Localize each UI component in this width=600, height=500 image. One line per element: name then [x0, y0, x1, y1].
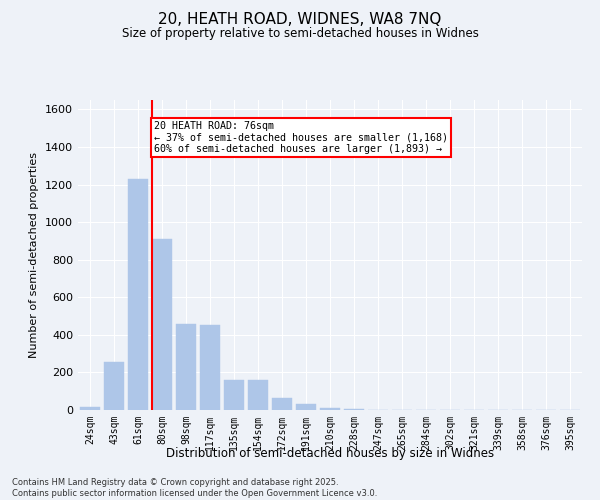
Bar: [176, 324, 196, 410]
Text: Size of property relative to semi-detached houses in Widnes: Size of property relative to semi-detach…: [122, 28, 478, 40]
Bar: [224, 380, 244, 410]
Bar: [296, 404, 316, 410]
Bar: [80, 407, 100, 410]
Bar: [248, 380, 268, 410]
Bar: [200, 324, 220, 410]
Text: Contains HM Land Registry data © Crown copyright and database right 2025.
Contai: Contains HM Land Registry data © Crown c…: [12, 478, 377, 498]
Bar: [272, 398, 292, 410]
Text: Distribution of semi-detached houses by size in Widnes: Distribution of semi-detached houses by …: [166, 448, 494, 460]
Text: 20, HEATH ROAD, WIDNES, WA8 7NQ: 20, HEATH ROAD, WIDNES, WA8 7NQ: [158, 12, 442, 28]
Text: 20 HEATH ROAD: 76sqm
← 37% of semi-detached houses are smaller (1,168)
60% of se: 20 HEATH ROAD: 76sqm ← 37% of semi-detac…: [154, 120, 448, 154]
Bar: [128, 179, 148, 410]
Bar: [344, 409, 364, 410]
Bar: [152, 239, 172, 410]
Bar: [104, 362, 124, 410]
Y-axis label: Number of semi-detached properties: Number of semi-detached properties: [29, 152, 40, 358]
Bar: [320, 408, 340, 410]
